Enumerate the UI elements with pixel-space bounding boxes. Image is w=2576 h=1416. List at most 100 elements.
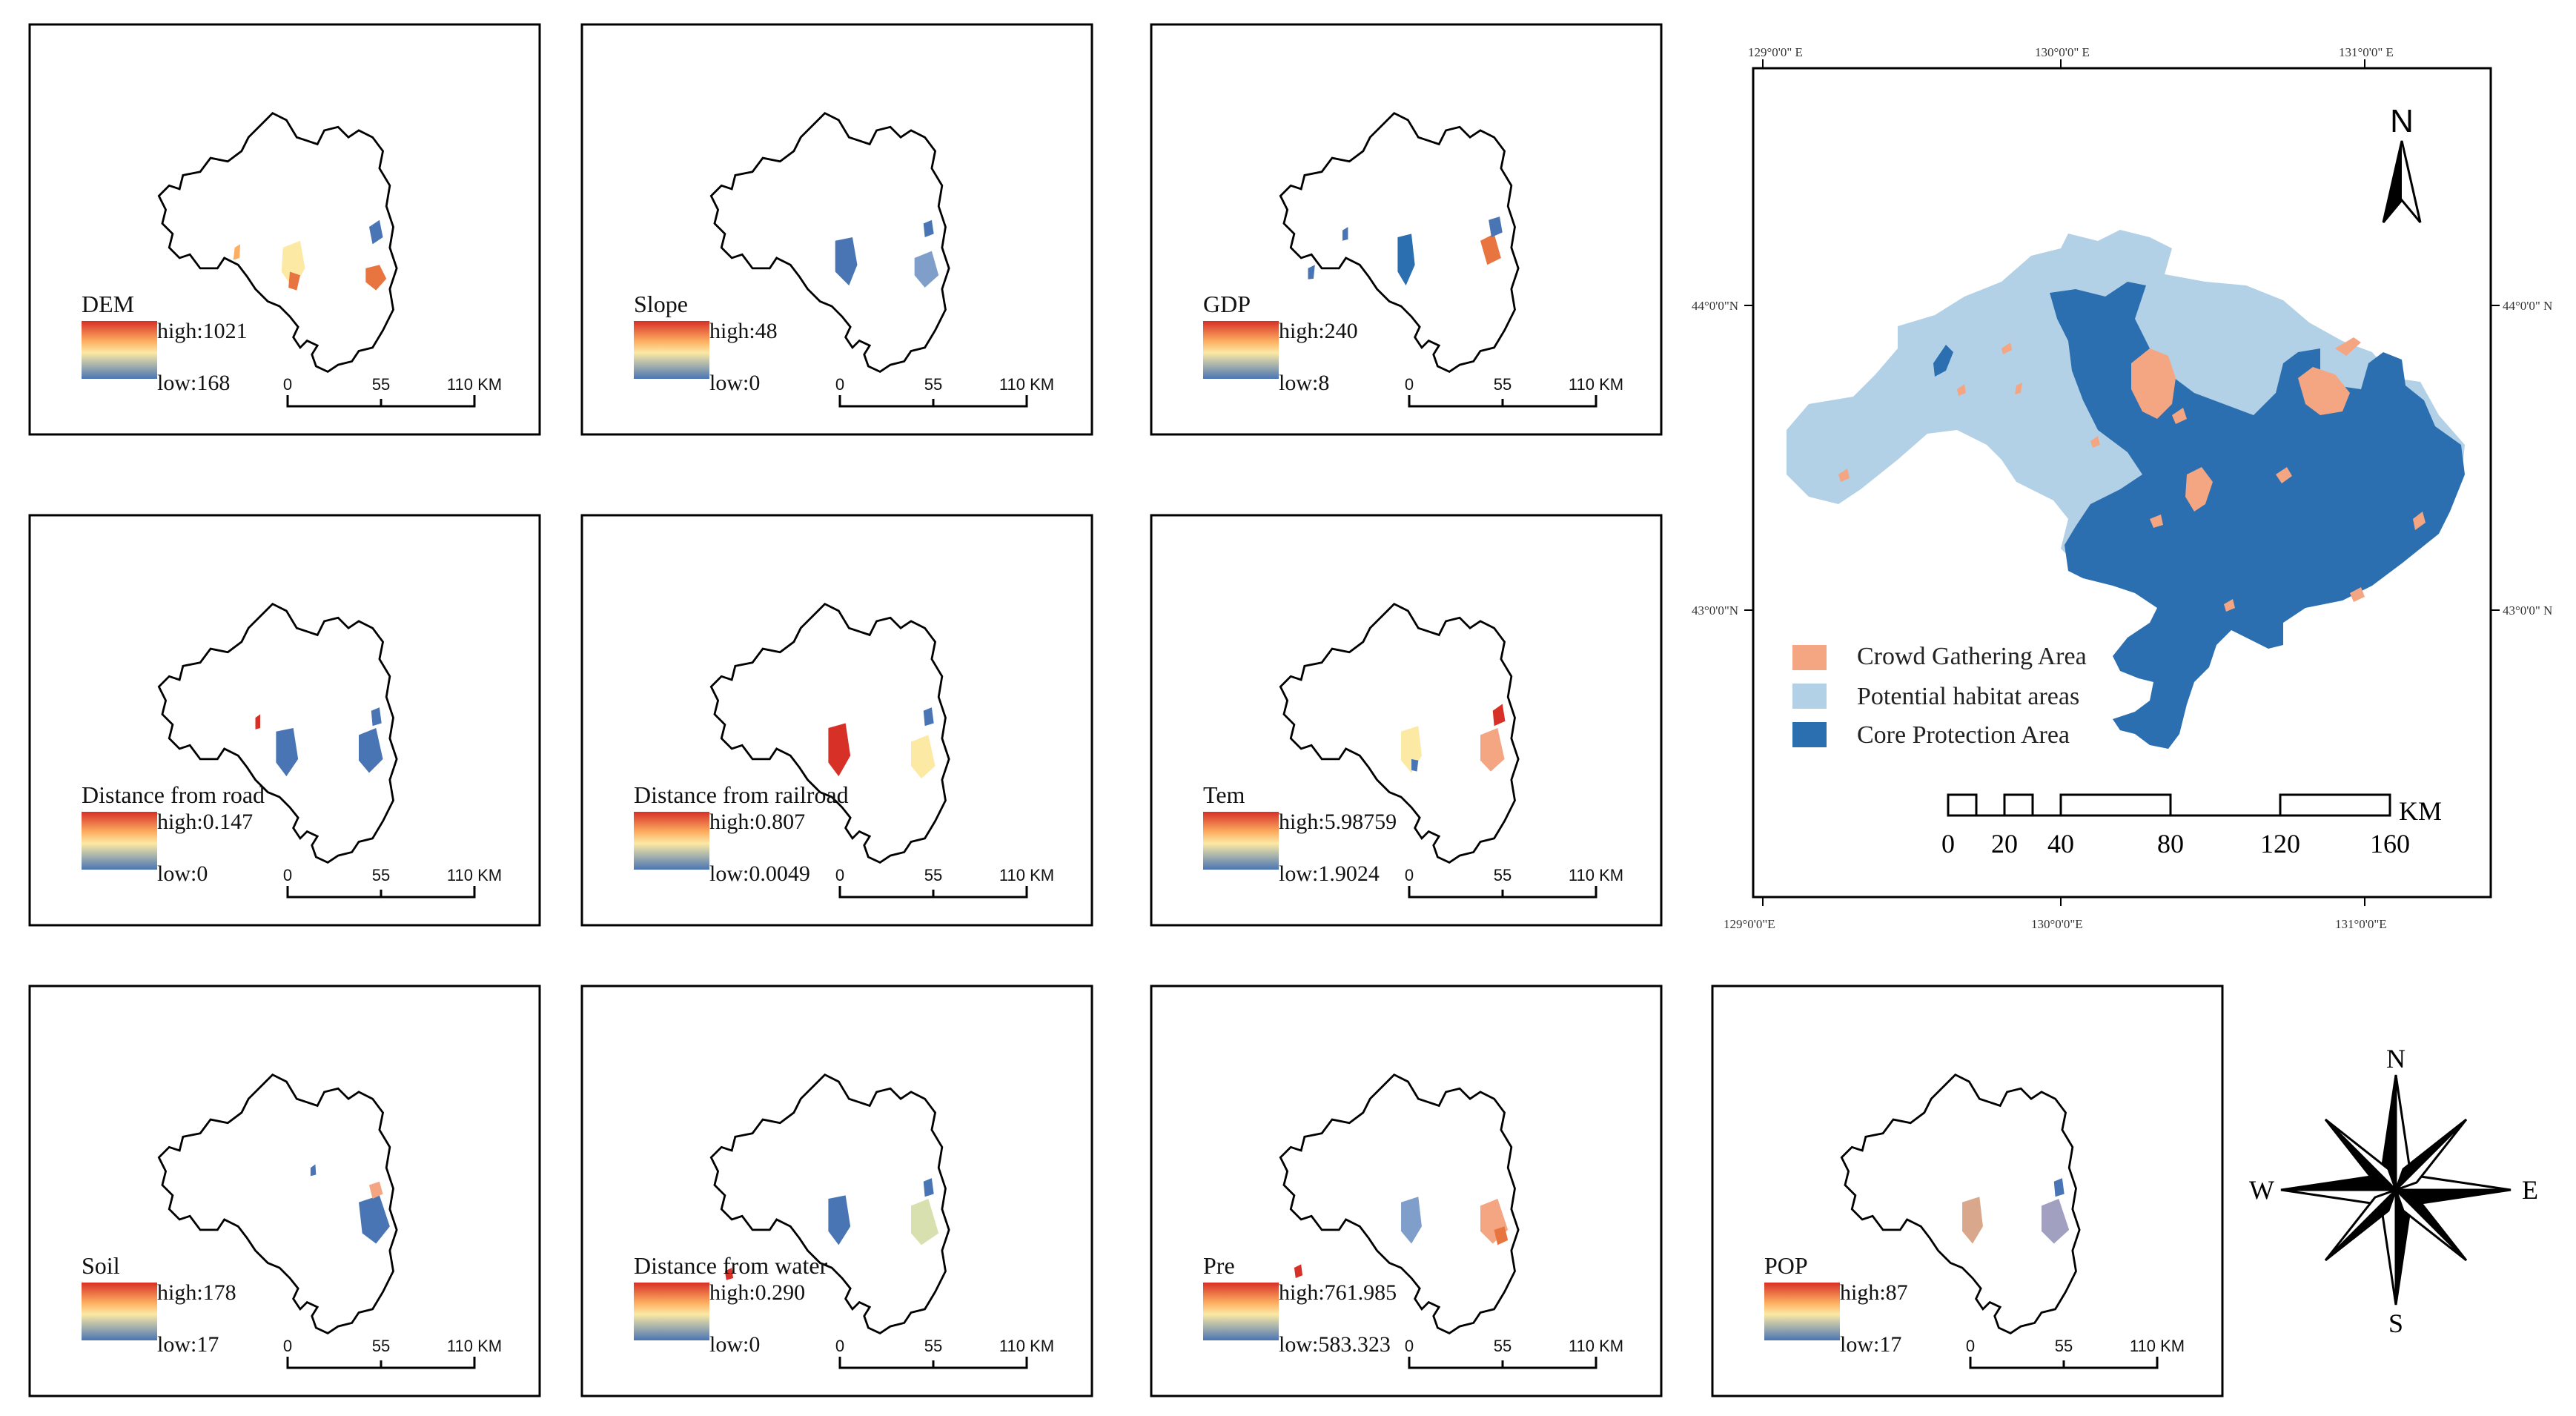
scale-label: 0	[1405, 866, 1414, 884]
panel-title: Soil	[82, 1252, 120, 1279]
factor-patch	[1480, 728, 1505, 772]
panel-title: DEM	[82, 291, 134, 317]
factor-patch	[828, 1195, 851, 1245]
panel-slope: Slope high:48 low:0 0 55 110 KM	[580, 23, 1093, 436]
factor-patch	[923, 1178, 934, 1197]
region-outline	[709, 1073, 950, 1334]
compass-e: E	[2522, 1175, 2538, 1205]
map-graticule-ticks	[1744, 59, 2500, 906]
panel-scale-bar: 0 55 110 KM	[835, 375, 1054, 408]
factor-patch	[1480, 234, 1501, 265]
scale-label: 110 KM	[999, 1337, 1054, 1355]
scale-label: 55	[372, 375, 390, 394]
scale-label: 0	[283, 1337, 292, 1355]
ramp-high-label: high:240	[1279, 319, 1358, 343]
region-outline	[1840, 1073, 2081, 1334]
core-protection-area	[1933, 345, 1953, 377]
bottom-tick-label: 129°0'0"E	[1724, 917, 1775, 931]
panel-pop: POP high:87 low:17 0 55 110 KM	[1711, 985, 2224, 1397]
factor-patch	[233, 244, 241, 260]
compass-w: W	[2249, 1175, 2274, 1205]
panel-scale-bar: 0 55 110 KM	[283, 866, 502, 899]
crowd-gathering-areas	[1838, 337, 2426, 612]
ramp-low-label: low:17	[1840, 1332, 1901, 1357]
color-ramp	[1203, 321, 1279, 379]
ramp-low-label: low:0	[709, 1332, 760, 1357]
legend-label-core: Core Protection Area	[1857, 721, 2070, 749]
panel-scale-bar: 0 55 110 KM	[1966, 1337, 2185, 1369]
region-outline	[1279, 112, 1520, 373]
factor-patch	[368, 219, 383, 245]
ramp-high-label: high:0.147	[157, 810, 253, 834]
scale-label: 0	[1405, 375, 1414, 394]
top-tick-label: 131°0'0" E	[2339, 45, 2394, 59]
legend-label-potential: Potential habitat areas	[1857, 683, 2079, 710]
ramp-high-label: high:87	[1840, 1280, 1908, 1305]
color-ramp	[1764, 1283, 1840, 1340]
panel-title: POP	[1764, 1252, 1808, 1279]
panel-title: Tem	[1203, 781, 1245, 808]
panel-scale-bar: 0 55 110 KM	[283, 375, 502, 408]
factor-patch	[1962, 1197, 1983, 1244]
factor-patch	[911, 1199, 939, 1245]
top-tick-label: 129°0'0" E	[1748, 45, 1803, 59]
scale-label: 0	[283, 866, 292, 884]
factor-patch	[1492, 704, 1506, 727]
scale-label: 55	[1494, 866, 1512, 884]
compass-rose: N S E W	[2249, 1044, 2538, 1338]
scale-label: 110 KM	[1569, 1337, 1623, 1355]
scale-label: 110 KM	[1569, 866, 1623, 884]
region-outline	[1279, 1073, 1520, 1334]
ramp-low-label: low:0	[709, 371, 760, 395]
scale-label: 110 KM	[447, 375, 502, 394]
bottom-tick-label: 131°0'0"E	[2335, 917, 2387, 931]
panel-scale-bar: 0 55 110 KM	[1405, 375, 1623, 408]
legend-swatch-crowd	[1792, 645, 1827, 670]
scale-label: 0	[835, 866, 844, 884]
compass-n: N	[2386, 1044, 2406, 1073]
factor-patch	[310, 1164, 317, 1177]
scale-label: 80	[2157, 829, 2184, 858]
north-arrow: N	[2382, 103, 2422, 223]
scale-label: 55	[2055, 1337, 2073, 1355]
panel-frame	[580, 23, 1093, 436]
factor-patch	[1411, 758, 1419, 772]
factor-patch	[359, 1195, 390, 1244]
factor-patch	[1401, 1197, 1422, 1244]
ramp-high-label: high:178	[157, 1280, 236, 1305]
region-outline	[1279, 603, 1520, 864]
panel-scale-bar: 0 55 110 KM	[835, 866, 1054, 899]
legend-swatch-potential	[1792, 684, 1827, 709]
color-ramp	[82, 812, 157, 870]
color-ramp	[634, 321, 709, 379]
ramp-low-label: low:8	[1279, 371, 1329, 395]
panel-pre: Pre high:761.985 low:583.323 0 55 110 KM	[1150, 985, 1663, 1397]
scale-unit: KM	[2399, 796, 2442, 826]
panel-title: Pre	[1203, 1252, 1235, 1279]
factor-patch	[368, 1181, 383, 1200]
panel-title: Distance from road	[82, 781, 265, 808]
scale-label: 55	[372, 866, 390, 884]
ramp-low-label: low:0	[157, 861, 208, 886]
habitat-legend: Crowd Gathering Area Potential habitat a…	[1792, 643, 2087, 749]
scale-label: 0	[1966, 1337, 1975, 1355]
panel-scale-bar: 0 55 110 KM	[1405, 1337, 1623, 1369]
scale-label: 110 KM	[999, 866, 1054, 884]
panel-dem: DEM high:1021 low:168 0 55 110 KM	[28, 23, 541, 436]
scale-label: 110 KM	[447, 1337, 502, 1355]
factor-patch	[255, 714, 261, 729]
color-ramp	[1203, 812, 1279, 870]
scale-label: 0	[1941, 829, 1955, 858]
factor-patch	[288, 271, 300, 291]
region-outline	[709, 603, 950, 864]
ramp-high-label: high:1021	[157, 319, 248, 343]
factor-patch	[276, 728, 299, 777]
color-ramp	[82, 1283, 157, 1340]
left-tick-label: 44°0'0"N	[1692, 299, 1738, 313]
scale-label: 110 KM	[2130, 1337, 2185, 1355]
scale-label: 55	[924, 1337, 942, 1355]
color-ramp	[634, 812, 709, 870]
factor-patch	[923, 219, 934, 238]
